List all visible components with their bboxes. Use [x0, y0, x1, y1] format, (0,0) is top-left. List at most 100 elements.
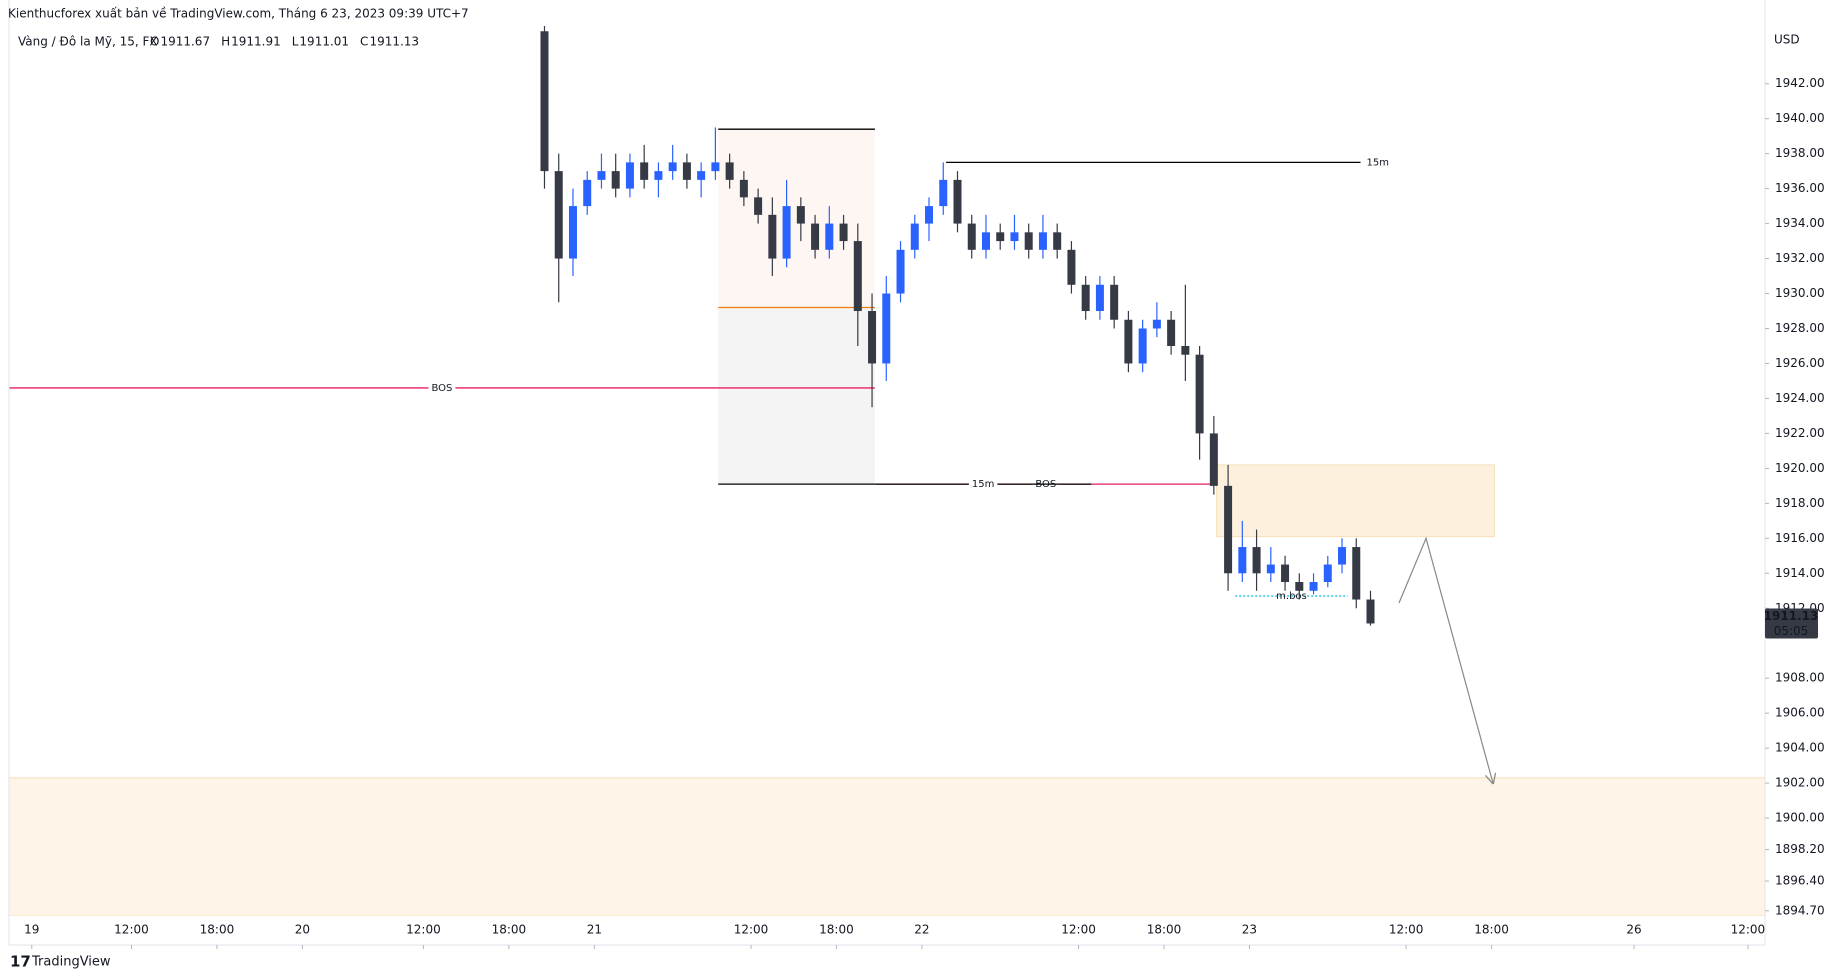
y-tick-label: 1928.00	[1775, 321, 1825, 335]
candle-body	[611, 171, 620, 189]
candle-body	[568, 206, 577, 259]
candle-body	[625, 162, 634, 189]
candle-body	[725, 162, 734, 180]
y-tick-label: 1932.00	[1775, 251, 1825, 265]
y-tick-label: 1942.00	[1775, 76, 1825, 90]
y-tick-label: 1926.00	[1775, 356, 1825, 370]
ohlc-value: 1911.01	[299, 35, 349, 49]
zone	[718, 129, 875, 306]
publisher: Kienthucforex xuất bản về TradingView.co…	[8, 7, 469, 21]
y-tick-label: 1922.00	[1775, 426, 1825, 440]
ohlc-legend: O 1911.67 H 1911.91 L 1911.01 C 1911.13	[150, 35, 419, 49]
x-tick-label: 26	[1626, 923, 1641, 937]
price-tag-countdown: 05:05	[1774, 624, 1809, 638]
candle-body	[768, 214, 777, 259]
candle-body	[925, 206, 934, 224]
x-tick-label: 20	[295, 923, 310, 937]
x-tick-label: 19	[24, 923, 39, 937]
y-tick-label: 1896.40	[1775, 874, 1825, 888]
projection-path	[1398, 536, 1493, 783]
candle-body	[583, 179, 592, 207]
x-tick-label: 12:00	[1389, 923, 1424, 937]
candle-body	[1195, 354, 1204, 434]
y-tick-label: 1894.70	[1775, 903, 1825, 917]
candle-body	[1152, 319, 1161, 329]
zone	[718, 305, 875, 485]
y-tick-label: 1914.00	[1775, 566, 1825, 580]
level-label: 15m	[1367, 157, 1389, 168]
candle-body	[1338, 547, 1347, 565]
candle-body	[554, 171, 563, 259]
y-tick-label: 1898.20	[1775, 842, 1825, 856]
x-tick-label: 18:00	[819, 923, 854, 937]
ohlc-label: O	[150, 35, 159, 49]
candle-body	[896, 249, 905, 294]
candle-body	[739, 179, 748, 198]
x-tick-label: 12:00	[1061, 923, 1096, 937]
logo-mark: 𝟭𝟳	[10, 953, 31, 971]
y-tick-label: 1934.00	[1775, 216, 1825, 230]
candle-body	[1124, 319, 1133, 364]
candle-body	[882, 293, 891, 364]
candle-body	[910, 223, 919, 250]
candle-body	[682, 162, 691, 180]
level-label: 15m	[972, 479, 994, 490]
candle-body	[953, 179, 962, 224]
candle-body	[540, 31, 549, 172]
candle-body	[640, 162, 649, 180]
candle-body	[1238, 547, 1247, 574]
x-tick-label: 12:00	[1731, 923, 1766, 937]
candle-body	[1167, 319, 1176, 346]
candle-body	[1309, 582, 1318, 591]
candle-body	[1053, 232, 1062, 250]
y-tick-label: 1918.00	[1775, 496, 1825, 510]
candle-body	[1266, 564, 1275, 574]
candle-body	[868, 311, 877, 364]
price-tag-value: 1911.13	[1764, 609, 1819, 623]
x-tick-label: 23	[1242, 923, 1257, 937]
candle-body	[697, 171, 706, 180]
candle-body	[1181, 345, 1190, 355]
candle-body	[1095, 284, 1104, 312]
candle-body	[981, 232, 990, 250]
y-tick-label: 1900.00	[1775, 811, 1825, 825]
y-tick-label: 1930.00	[1775, 286, 1825, 300]
y-tick-label: 1920.00	[1775, 461, 1825, 475]
symbol: Vàng / Đô la Mỹ, 15, FX	[18, 35, 158, 49]
candle-body	[754, 197, 763, 215]
candle-body	[711, 162, 720, 172]
ohlc-label: C	[360, 35, 368, 49]
x-tick-label: 18:00	[1474, 923, 1509, 937]
candle-body	[939, 179, 948, 207]
ohlc-value: 1911.91	[231, 35, 281, 49]
x-tick-label: 22	[914, 923, 929, 937]
y-tick-label: 1936.00	[1775, 181, 1825, 195]
y-tick-label: 1906.00	[1775, 706, 1825, 720]
y-tick-label: 1916.00	[1775, 531, 1825, 545]
y-tick-label: 1904.00	[1775, 741, 1825, 755]
candle-body	[1295, 582, 1304, 591]
label-gap	[428, 381, 456, 394]
label-gap	[968, 478, 998, 491]
ohlc-value: 1911.13	[369, 35, 419, 49]
brand: TradingView	[31, 955, 111, 970]
candle-body	[1366, 599, 1375, 624]
ohlc-label: H	[221, 35, 230, 49]
x-tick-label: 21	[587, 923, 602, 937]
zone	[9, 777, 1765, 916]
currency: USD	[1774, 33, 1800, 47]
y-tick-label: 1908.00	[1775, 671, 1825, 685]
candle-body	[1081, 284, 1090, 312]
zone	[1216, 464, 1495, 538]
level-label: m.bos	[1276, 591, 1307, 602]
candle-body	[1281, 564, 1290, 583]
x-tick-label: 18:00	[492, 923, 527, 937]
candle-body	[1224, 485, 1233, 574]
candle-body	[825, 223, 834, 250]
candle-body	[1024, 232, 1033, 250]
y-tick-label: 1902.00	[1775, 776, 1825, 790]
candle-body	[1138, 328, 1147, 364]
x-tick-label: 12:00	[114, 923, 149, 937]
candle-body	[996, 232, 1005, 242]
